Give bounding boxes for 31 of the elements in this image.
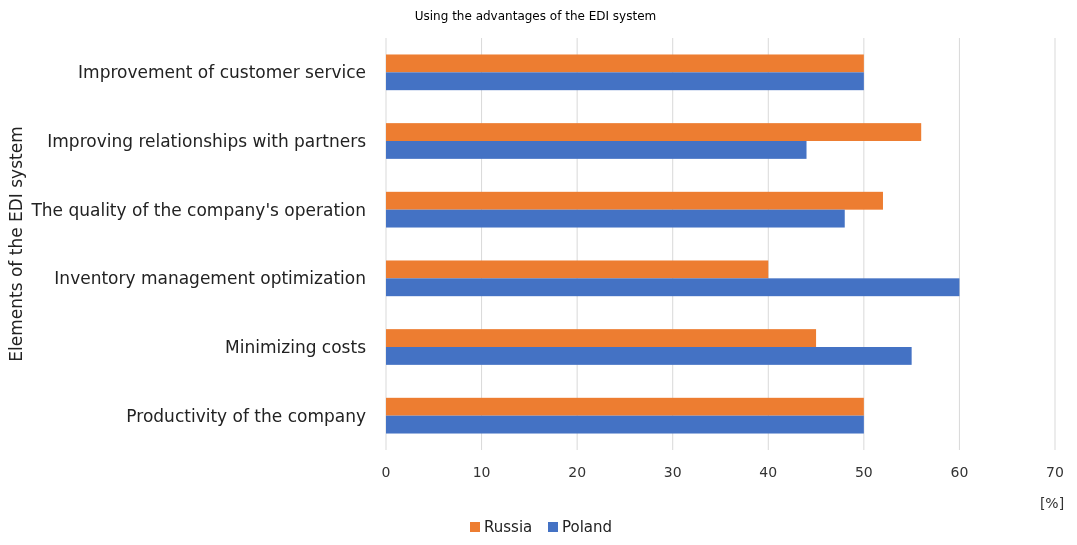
x-tick-label: 20 [568, 464, 587, 480]
x-tick-label: 40 [759, 464, 778, 480]
y-tick-label: Improving relationships with partners [47, 131, 367, 151]
legend-label: Poland [562, 518, 613, 536]
y-tick-label: Improvement of customer service [78, 62, 366, 83]
bar [386, 72, 864, 91]
x-axis-title: [%] [1039, 495, 1065, 511]
bar [386, 260, 769, 279]
bar [386, 141, 807, 159]
y-tick-label: Productivity of the company [126, 405, 366, 426]
y-tick-label: Inventory management optimization [54, 268, 366, 289]
bar [386, 347, 912, 365]
chart-title: Using the advantages of the EDI system [414, 9, 657, 23]
bar [386, 54, 864, 73]
bar [386, 191, 883, 210]
x-tick-label: 0 [381, 464, 391, 480]
bar [386, 209, 845, 228]
bar [386, 415, 864, 434]
bar [386, 329, 817, 347]
y-axis-title: Elements of the EDI system [6, 126, 26, 362]
bar [386, 123, 922, 141]
bar [386, 278, 960, 297]
x-tick-label: 70 [1046, 464, 1064, 480]
x-tick-label: 10 [472, 464, 491, 480]
y-tick-label: The quality of the company's operation [30, 199, 366, 220]
y-tick-label: Minimizing costs [225, 337, 367, 357]
x-tick-label: 60 [950, 464, 969, 480]
x-tick-label: 50 [854, 464, 873, 480]
x-tick-label: 30 [663, 464, 682, 480]
legend-label: Russia [484, 518, 533, 536]
bar [386, 397, 864, 416]
